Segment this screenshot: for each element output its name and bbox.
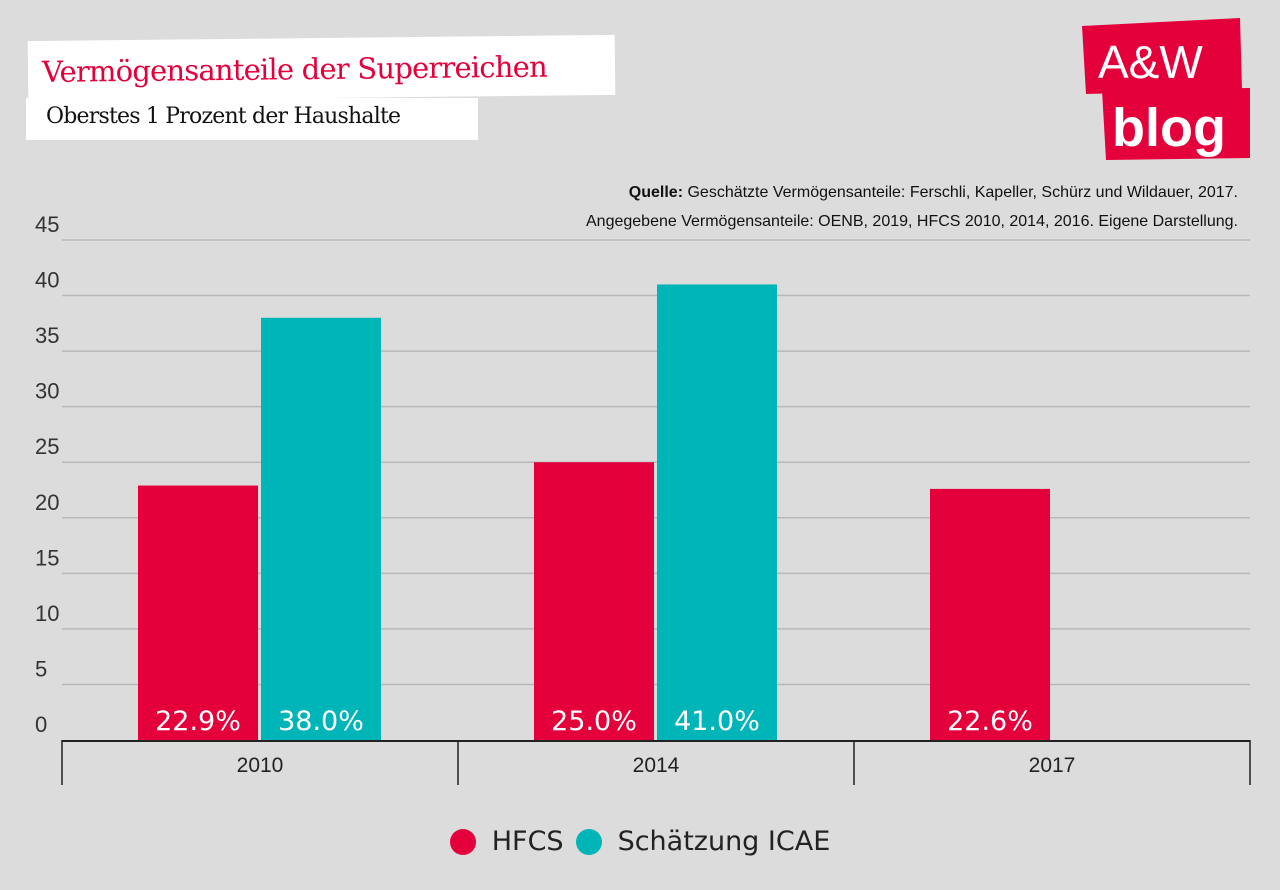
bar-schätzung-icae-2014 — [657, 284, 777, 740]
bar-hfcs-2014 — [534, 462, 654, 740]
data-label: 41.0% — [674, 706, 760, 737]
bar-schätzung-icae-2010 — [261, 317, 381, 740]
aw-blog-logo: A&W blog — [1082, 18, 1250, 160]
data-label: 22.9% — [155, 706, 241, 737]
legend-item: HFCS — [449, 826, 564, 857]
y-tick-label: 0 — [35, 712, 47, 737]
source-line2: Angegebene Vermögensanteile: OENB, 2019,… — [586, 213, 1238, 230]
legend-label: HFCS — [491, 826, 564, 857]
legend: HFCS Schätzung ICAE — [0, 826, 1280, 862]
y-tick-label: 5 — [35, 656, 47, 681]
y-tick-label: 40 — [35, 268, 59, 293]
source-label: Quelle: — [628, 184, 684, 201]
x-tick-label: 2014 — [633, 754, 680, 777]
x-tick-label: 2010 — [237, 754, 284, 777]
data-label: 38.0% — [278, 706, 364, 737]
y-tick-label: 10 — [35, 601, 59, 626]
y-tick-label: 35 — [35, 323, 59, 348]
chart-subtitle: Oberstes 1 Prozent der Haushalte — [46, 104, 401, 129]
svg-text:blog: blog — [1112, 98, 1226, 158]
x-tick-label: 2017 — [1029, 754, 1076, 777]
source-note: Quelle: Geschätzte Vermögensanteile: Fer… — [586, 178, 1238, 236]
legend-item: Schätzung ICAE — [575, 826, 831, 857]
y-tick-label: 30 — [35, 379, 59, 404]
legend-swatch — [449, 828, 476, 855]
y-tick-label: 15 — [35, 545, 59, 570]
bar-hfcs-2010 — [138, 485, 258, 740]
legend-label: Schätzung ICAE — [617, 826, 831, 857]
y-tick-label: 45 — [35, 212, 59, 237]
data-label: 25.0% — [551, 706, 637, 737]
svg-text:A&W: A&W — [1098, 36, 1203, 88]
legend-swatch — [575, 828, 602, 855]
y-tick-label: 25 — [35, 434, 59, 459]
source-line1: Geschätzte Vermögensanteile: Ferschli, K… — [687, 184, 1238, 201]
y-tick-label: 20 — [35, 490, 59, 515]
subtitle-box: Oberstes 1 Prozent der Haushalte — [26, 98, 478, 140]
bar-hfcs-2017 — [930, 488, 1050, 740]
data-label: 22.6% — [947, 706, 1033, 737]
